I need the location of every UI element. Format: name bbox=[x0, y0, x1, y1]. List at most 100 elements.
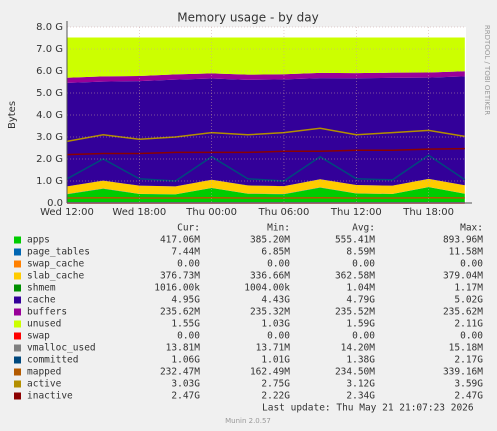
legend-swatch bbox=[14, 260, 21, 268]
y-tick-label: 0.0 bbox=[47, 198, 63, 209]
legend-value: 1.03G bbox=[261, 319, 290, 330]
x-tick-label: Thu 06:00 bbox=[258, 207, 310, 218]
column-header: Avg: bbox=[352, 223, 375, 234]
legend-value: 8.59M bbox=[346, 247, 375, 258]
legend-swatch bbox=[14, 308, 21, 316]
legend-swatch bbox=[14, 272, 21, 280]
x-tick-label: Thu 00:00 bbox=[185, 207, 237, 218]
y-tick-label: 4.0 G bbox=[36, 110, 63, 121]
legend-value: 1016.00k bbox=[154, 283, 200, 294]
legend-value: 162.49M bbox=[250, 367, 290, 378]
legend-value: 13.81M bbox=[166, 343, 201, 354]
legend-label: mapped bbox=[27, 367, 61, 378]
legend-swatch bbox=[14, 284, 21, 292]
legend-value: 15.18M bbox=[449, 343, 484, 354]
legend-swatch bbox=[14, 236, 21, 244]
legend-value: 1.01G bbox=[261, 355, 290, 366]
legend-value: 339.16M bbox=[443, 367, 483, 378]
legend-value: 555.41M bbox=[335, 235, 375, 246]
legend-value: 0.00 bbox=[177, 331, 200, 342]
legend-value: 4.79G bbox=[346, 295, 375, 306]
legend-label: swap bbox=[27, 331, 50, 342]
legend-value: 379.04M bbox=[443, 271, 483, 282]
legend-value: 0.00 bbox=[460, 331, 483, 342]
legend-value: 1.17M bbox=[454, 283, 483, 294]
legend-label: buffers bbox=[27, 307, 67, 318]
legend-value: 1004.00k bbox=[244, 283, 290, 294]
legend-swatch bbox=[14, 392, 21, 400]
legend-swatch bbox=[14, 248, 21, 256]
y-tick-label: 2.0 G bbox=[36, 154, 63, 165]
legend-value: 235.32M bbox=[250, 307, 290, 318]
legend-value: 5.02G bbox=[454, 295, 483, 306]
y-tick-label: 5.0 G bbox=[36, 88, 63, 99]
legend-label: slab_cache bbox=[27, 271, 84, 282]
legend-value: 232.47M bbox=[160, 367, 200, 378]
legend-value: 385.20M bbox=[250, 235, 290, 246]
legend-swatch bbox=[14, 296, 21, 304]
legend-value: 0.00 bbox=[352, 331, 375, 342]
line bbox=[66, 147, 465, 156]
area bbox=[67, 71, 465, 83]
legend-label: cache bbox=[27, 295, 56, 306]
y-tick-label: 8.0 G bbox=[36, 22, 63, 33]
legend-value: 2.47G bbox=[171, 391, 200, 402]
legend-value: 6.85M bbox=[261, 247, 290, 258]
legend-value: 4.43G bbox=[261, 295, 290, 306]
y-tick-label: 1.0 G bbox=[36, 176, 63, 187]
legend-value: 3.12G bbox=[346, 379, 375, 390]
legend-label: apps bbox=[27, 235, 50, 246]
legend-value: 0.00 bbox=[177, 259, 200, 270]
legend-value: 14.20M bbox=[341, 343, 376, 354]
legend-value: 1.38G bbox=[346, 355, 375, 366]
y-tick-label: 6.0 G bbox=[36, 66, 63, 77]
line bbox=[66, 127, 465, 143]
y-tick-label: 3.0 G bbox=[36, 132, 63, 143]
version: Munin 2.0.57 bbox=[225, 417, 271, 425]
legend-value: 3.59G bbox=[454, 379, 483, 390]
x-tick-label: Wed 18:00 bbox=[112, 207, 166, 218]
y-tick-label: 7.0 G bbox=[36, 44, 63, 55]
legend-value: 2.22G bbox=[261, 391, 290, 402]
x-tick-label: Thu 18:00 bbox=[402, 207, 454, 218]
legend-value: 362.58M bbox=[335, 271, 375, 282]
legend-swatch bbox=[14, 380, 21, 388]
legend-value: 336.66M bbox=[250, 271, 290, 282]
legend-label: committed bbox=[27, 355, 78, 366]
legend-label: page_tables bbox=[27, 247, 90, 258]
x-tick-label: Wed 12:00 bbox=[40, 207, 94, 218]
legend-value: 1.59G bbox=[346, 319, 375, 330]
legend-value: 1.06G bbox=[171, 355, 200, 366]
legend-value: 3.03G bbox=[171, 379, 200, 390]
legend-label: vmalloc_used bbox=[27, 343, 96, 354]
legend-swatch bbox=[14, 332, 21, 340]
legend-value: 417.06M bbox=[160, 235, 200, 246]
legend-value: 13.71M bbox=[256, 343, 291, 354]
legend-label: active bbox=[27, 379, 62, 390]
legend-value: 2.47G bbox=[454, 391, 483, 402]
legend-value: 893.96M bbox=[443, 235, 483, 246]
x-tick-label: Thu 12:00 bbox=[330, 207, 382, 218]
legend-swatch bbox=[14, 356, 21, 364]
legend-value: 4.95G bbox=[171, 295, 200, 306]
column-header: Min: bbox=[267, 223, 290, 234]
legend-value: 0.00 bbox=[460, 259, 483, 270]
last-update: Last update: Thu May 21 21:07:23 2026 bbox=[262, 403, 474, 414]
legend-value: 0.00 bbox=[267, 331, 290, 342]
side-text: RRDTOOL / TOBI OETIKER bbox=[483, 25, 491, 115]
legend-value: 1.55G bbox=[171, 319, 200, 330]
legend-label: unused bbox=[27, 319, 61, 330]
legend-swatch bbox=[14, 320, 21, 328]
legend-value: 2.34G bbox=[346, 391, 375, 402]
legend-swatch bbox=[14, 368, 21, 376]
legend-swatch bbox=[14, 344, 21, 352]
area bbox=[67, 187, 465, 203]
legend-value: 0.00 bbox=[352, 259, 375, 270]
column-header: Cur: bbox=[177, 223, 200, 234]
legend-value: 7.44M bbox=[171, 247, 200, 258]
legend-value: 234.50M bbox=[335, 367, 375, 378]
legend-label: swap_cache bbox=[27, 259, 84, 270]
legend-value: 235.52M bbox=[335, 307, 375, 318]
legend-value: 235.62M bbox=[160, 307, 200, 318]
